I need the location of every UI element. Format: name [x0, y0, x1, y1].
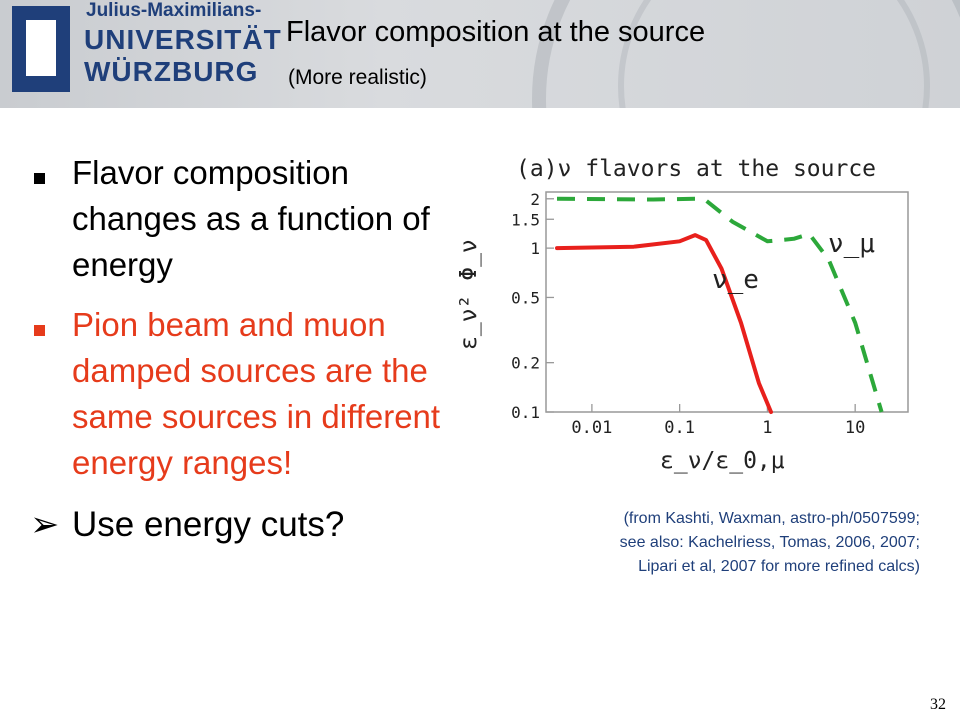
- bullet-list: Flavor composition changes as a function…: [30, 150, 450, 548]
- series-label-nu-e: ν_e: [712, 265, 759, 295]
- slide-header: Julius-Maximilians- UNIVERSITÄT WÜRZBURG…: [0, 0, 960, 108]
- bullet-item-3: ➢ Use energy cuts?: [30, 502, 450, 548]
- citation-line-1: (from Kashti, Waxman, astro-ph/0507599;: [623, 510, 920, 527]
- arrow-bullet-icon: ➢: [30, 505, 60, 544]
- page-number: 32: [930, 696, 946, 713]
- logo-line-2: WÜRZBURG: [84, 56, 259, 87]
- slide-subtitle: (More realistic): [288, 66, 427, 89]
- citation-line-2: see also: Kachelriess, Tomas, 2006, 2007…: [619, 534, 920, 551]
- series-line-nu-mu: [556, 196, 884, 413]
- bullet-text-3: Use energy cuts?: [72, 505, 345, 544]
- logo-mark: [12, 6, 70, 92]
- y-tick-label: 2: [530, 190, 540, 209]
- logo-subtitle: Julius-Maximilians-: [86, 0, 262, 21]
- bullet-item-1: Flavor composition changes as a function…: [30, 150, 450, 288]
- flavor-chart: (a)ν flavors at the source 0.01 0.1 1 10 0.1 0…: [450, 150, 950, 490]
- bullet-item-2: Pion beam and muon damped sources are th…: [30, 302, 450, 486]
- y-tick-label: 0.1: [511, 403, 540, 422]
- bullet-text-1: Flavor composition changes as a function…: [72, 154, 430, 283]
- plot-frame: [545, 191, 909, 413]
- x-axis-label: ε_ν/ε_0,μ: [660, 448, 785, 474]
- x-tick-label: 1: [762, 418, 772, 438]
- x-tick-label: 10: [845, 418, 865, 438]
- bullet-text-2: Pion beam and muon damped sources are th…: [72, 306, 441, 481]
- y-tick-label: 0.5: [511, 288, 540, 307]
- x-tick-label: 0.1: [664, 418, 695, 438]
- flavor-chart-svg: (a)ν flavors at the source 0.01 0.1 1 10 0.1 0…: [456, 156, 909, 474]
- chart-title: (a)ν flavors at the source: [516, 156, 876, 182]
- citation-line-3: Lipari et al, 2007 for more refined calc…: [638, 558, 920, 575]
- logo-line-1: UNIVERSITÄT: [84, 24, 282, 55]
- series-line-nu-e: [555, 233, 773, 414]
- y-axis-label: ε_ν² Φ_ν: [456, 239, 482, 350]
- y-tick-label: 0.2: [511, 354, 540, 373]
- square-bullet-icon: [30, 150, 66, 196]
- slide-title: Flavor composition at the source: [286, 16, 706, 48]
- y-tick-label: 1: [530, 239, 540, 258]
- x-tick-label: 0.01: [571, 418, 612, 438]
- university-logo: Julius-Maximilians- UNIVERSITÄT WÜRZBURG: [0, 0, 281, 108]
- series-label-nu-mu: ν_μ: [828, 229, 875, 259]
- citation: (from Kashti, Waxman, astro-ph/0507599; …: [480, 507, 920, 579]
- y-tick-label: 1.5: [511, 210, 540, 229]
- square-bullet-icon: [30, 302, 66, 348]
